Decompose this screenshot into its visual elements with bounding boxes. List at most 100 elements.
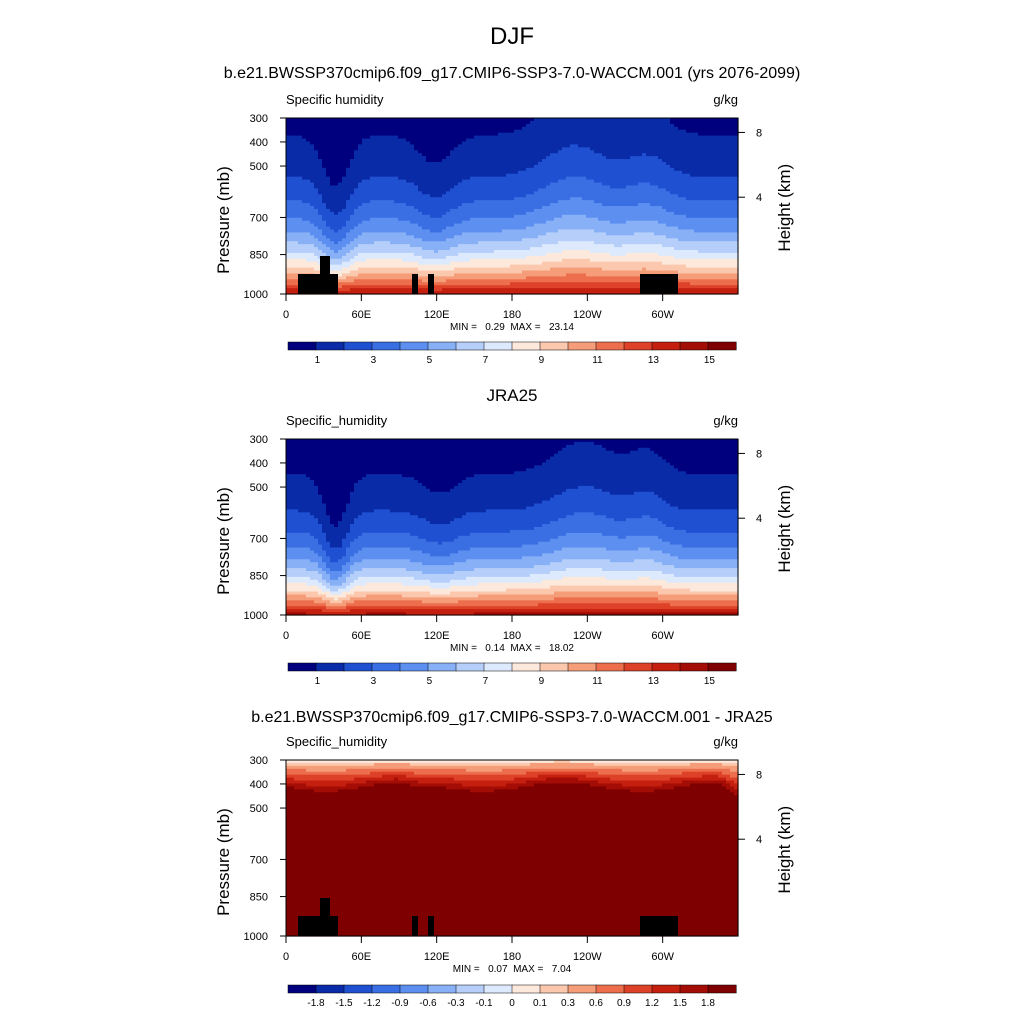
contour-band	[678, 129, 683, 172]
contour-band	[370, 512, 375, 534]
contour-band	[426, 765, 431, 770]
contour-band	[518, 568, 523, 578]
contour-band	[714, 762, 719, 770]
contour-band	[378, 612, 383, 616]
contour-band	[654, 579, 659, 587]
contour-band	[726, 774, 731, 782]
contour-band	[570, 774, 575, 779]
contour-band	[434, 760, 439, 764]
contour-band	[390, 768, 395, 773]
contour-band	[730, 591, 735, 596]
contour-band	[578, 282, 583, 289]
contour-band	[594, 276, 599, 283]
contour-band	[338, 288, 343, 292]
contour-band	[310, 244, 315, 254]
contour-band	[358, 252, 363, 263]
contour-band	[470, 760, 475, 764]
contour-band	[434, 439, 439, 493]
contour-band	[314, 118, 319, 151]
contour-band	[506, 439, 511, 475]
contour-band	[510, 576, 515, 584]
contour-band	[450, 488, 455, 522]
contour-band	[410, 771, 415, 779]
contour-band	[614, 612, 619, 616]
contour-band	[650, 232, 655, 245]
contour-band	[582, 229, 587, 242]
contour-band	[330, 606, 335, 610]
contour-band	[318, 229, 323, 242]
contour-band	[730, 439, 735, 475]
contour-band	[722, 591, 727, 596]
contour-band	[334, 594, 339, 601]
contour-band	[670, 255, 675, 266]
contour-band	[670, 606, 675, 610]
contour-band	[382, 559, 387, 569]
contour-band	[602, 547, 607, 560]
contour-band	[686, 559, 691, 569]
contour-band	[630, 156, 635, 187]
contour-band	[414, 247, 419, 257]
contour-band	[510, 474, 515, 510]
contour-band	[402, 232, 407, 245]
contour-band	[650, 760, 655, 764]
contour-band	[482, 765, 487, 773]
contour-band	[350, 780, 355, 785]
contour-band	[666, 255, 671, 266]
contour-band	[306, 118, 311, 143]
contour-band	[490, 252, 495, 260]
contour-band	[454, 279, 459, 286]
contour-band	[702, 532, 707, 549]
contour-band	[650, 206, 655, 222]
contour-band	[450, 591, 455, 598]
contour-band	[586, 229, 591, 242]
contour-band	[398, 220, 403, 233]
contour-band	[466, 780, 471, 787]
contour-band	[522, 258, 527, 266]
contour-band	[598, 786, 603, 937]
contour-band	[366, 232, 371, 245]
contour-band	[346, 765, 351, 770]
contour-band	[342, 771, 347, 776]
contour-band	[726, 285, 731, 289]
contour-band	[594, 153, 599, 184]
contour-band	[302, 789, 307, 937]
contour-band	[434, 603, 439, 607]
contour-band	[310, 118, 315, 145]
contour-band	[682, 771, 687, 779]
contour-band	[570, 768, 575, 773]
contour-band	[514, 594, 519, 601]
contour-band	[522, 118, 527, 128]
contour-band	[538, 208, 543, 225]
contour-band	[662, 780, 667, 785]
contour-band	[334, 603, 339, 607]
contour-band	[670, 226, 675, 239]
contour-band	[622, 276, 627, 283]
contour-band	[446, 789, 451, 937]
contour-band	[378, 591, 383, 596]
contour-band	[546, 771, 551, 776]
contour-band	[334, 264, 339, 272]
contour-band	[330, 439, 335, 525]
contour-band	[730, 771, 735, 779]
contour-band	[558, 760, 563, 764]
contour-band	[298, 765, 303, 770]
contour-band	[390, 612, 395, 616]
contour-band	[346, 167, 351, 201]
contour-band	[522, 529, 527, 546]
contour-band	[402, 244, 407, 254]
contour-band	[678, 600, 683, 607]
contour-band	[670, 247, 675, 257]
contour-band	[730, 777, 735, 782]
contour-band	[410, 762, 415, 767]
contour-band	[638, 597, 643, 604]
contour-band	[310, 223, 315, 236]
contour-band	[650, 579, 655, 587]
contour-band	[522, 170, 527, 198]
contour-band	[550, 774, 555, 779]
contour-band	[442, 777, 447, 785]
contour-band	[398, 762, 403, 770]
contour-band	[546, 500, 551, 525]
contour-band	[486, 786, 491, 793]
contour-band	[370, 777, 375, 782]
contour-band	[298, 176, 303, 201]
